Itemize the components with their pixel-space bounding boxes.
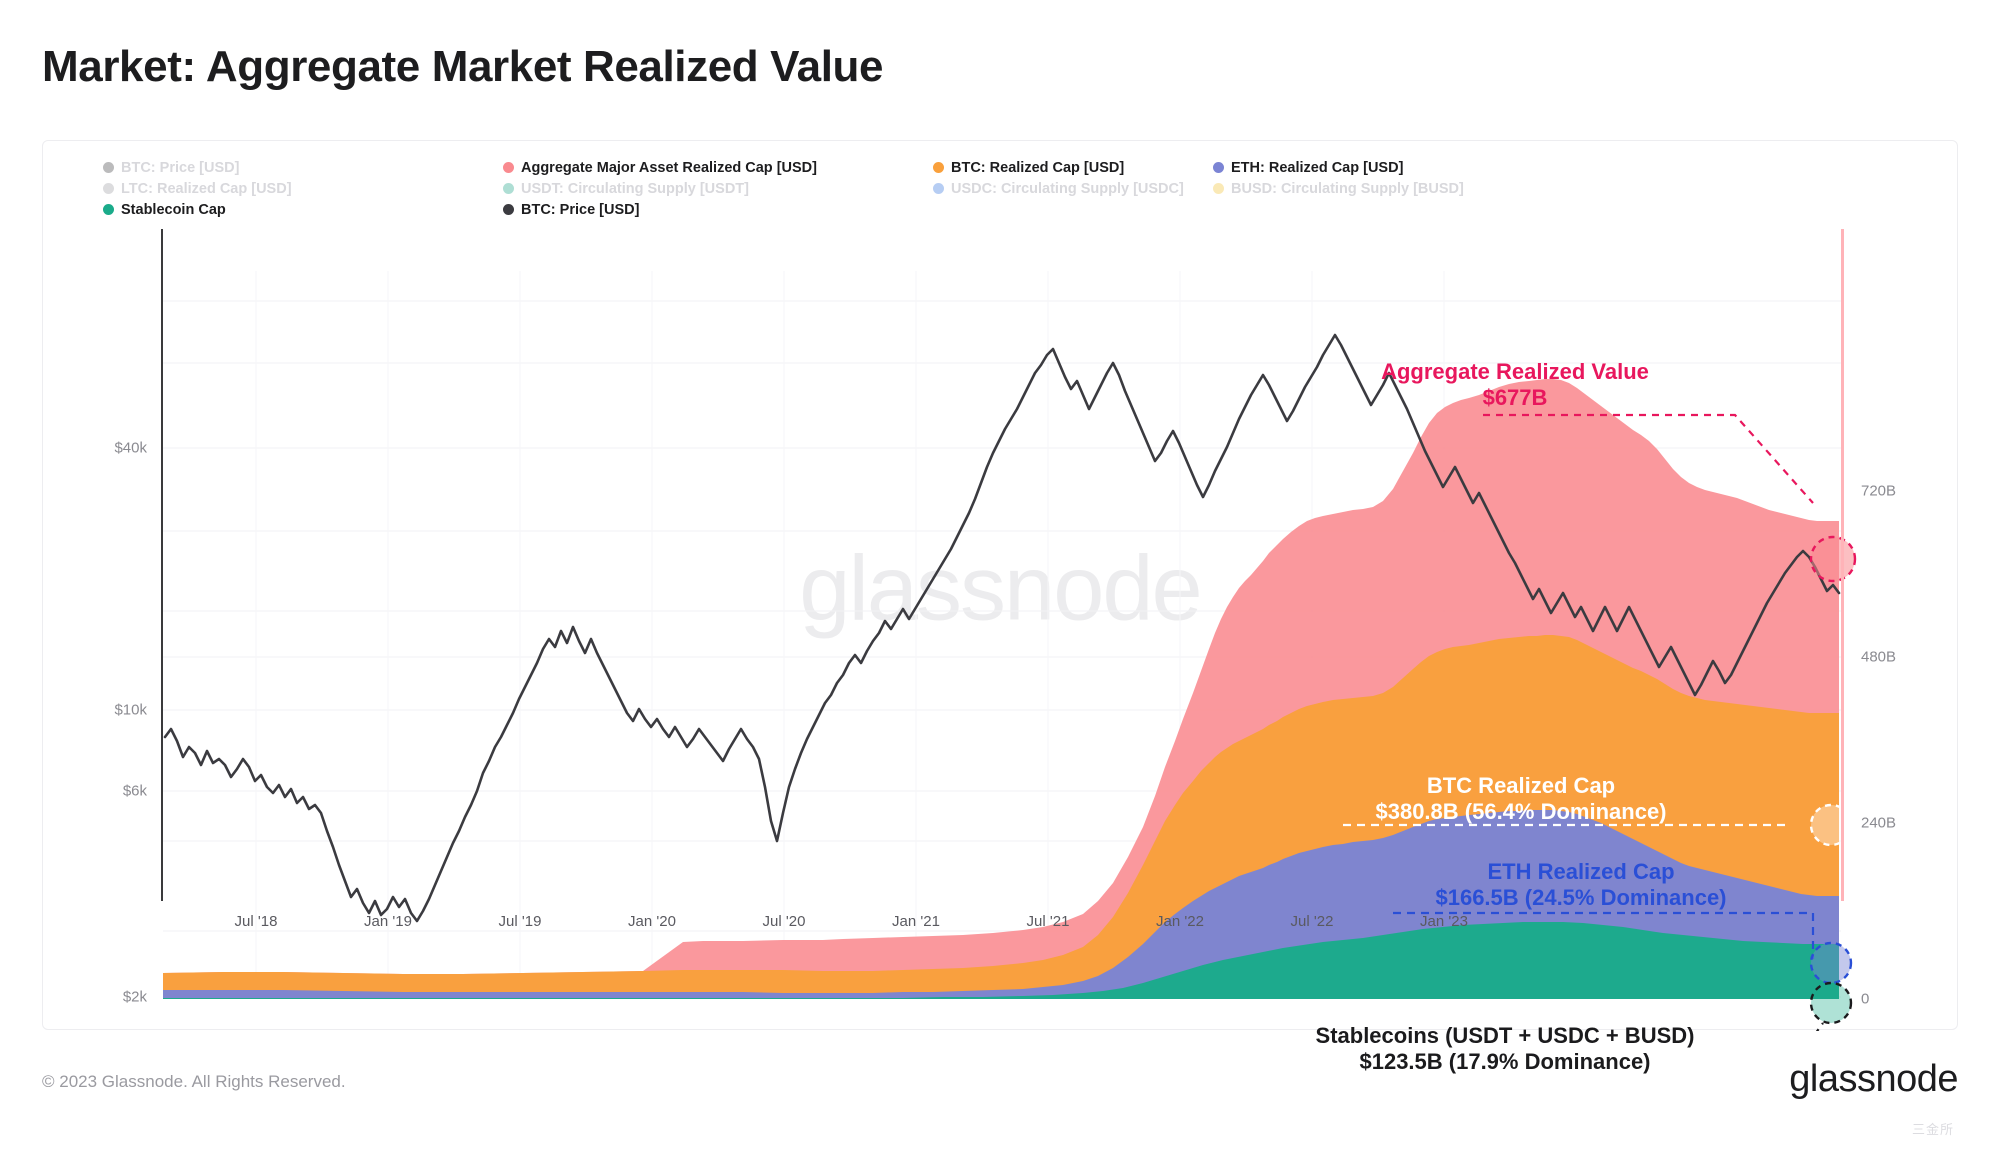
- x-axis-tick: Jul '19: [498, 913, 542, 930]
- legend-label: USDT: Circulating Supply [USDT]: [521, 180, 749, 197]
- y-axis-right-tick: 480B: [1861, 648, 1897, 666]
- legend-label: ETH: Realized Cap [USD]: [1231, 159, 1404, 176]
- legend-item-usdt-circulating-supply[interactable]: USDT: Circulating Supply [USDT]: [503, 181, 933, 197]
- chart-plot-area: [163, 271, 1857, 1031]
- y-axis-left-labels: $40k $10k $6k $2k: [43, 141, 147, 1031]
- legend-item-btc-realized-cap[interactable]: BTC: Realized Cap [USD]: [933, 160, 1213, 176]
- annotation-line-aggregate: [1483, 413, 1814, 504]
- legend-item-stablecoin-cap[interactable]: Stablecoin Cap: [103, 202, 503, 218]
- legend-item-btc-price[interactable]: BTC: Price [USD]: [503, 202, 639, 218]
- chart-card: BTC: Price [USD] Aggregate Major Asset R…: [42, 140, 1959, 1074]
- page-title: Market: Aggregate Market Realized Value: [42, 42, 884, 91]
- y-axis-left-tick: $2k: [122, 988, 147, 1006]
- x-axis-tick: Jan '20: [628, 913, 676, 930]
- series-btc-price-line: [163, 333, 1841, 923]
- x-axis-tick: Jul '22: [1290, 913, 1334, 930]
- vertical-gridlines: [255, 271, 1445, 999]
- legend-item-aggregate-realized-cap[interactable]: Aggregate Major Asset Realized Cap [USD]: [503, 160, 933, 176]
- legend-row: LTC: Realized Cap [USD] USDT: Circulatin…: [103, 178, 1903, 199]
- annotation-value: $166.5B (24.5% Dominance): [1435, 884, 1727, 910]
- y-axis-right-tick: 0: [1861, 990, 1870, 1008]
- legend-swatch-icon: [103, 204, 114, 215]
- legend-label: BUSD: Circulating Supply [BUSD]: [1231, 180, 1464, 197]
- legend-item-usdc-circulating-supply[interactable]: USDC: Circulating Supply [USDC]: [933, 181, 1213, 197]
- annotation-title: ETH Realized Cap: [1487, 859, 1675, 884]
- annotation-line-eth: [1393, 911, 1815, 959]
- legend-item-busd-circulating-supply[interactable]: BUSD: Circulating Supply [BUSD]: [1213, 181, 1464, 197]
- legend-label: Aggregate Major Asset Realized Cap [USD]: [521, 159, 817, 176]
- legend-swatch-icon: [503, 204, 514, 215]
- annotation-eth-realized-cap: ETH Realized Cap $166.5B (24.5% Dominanc…: [1401, 859, 1761, 911]
- x-axis-labels: Jul '18 Jan '19 Jul '19 Jan '20 Jul '20 …: [43, 913, 1959, 943]
- legend-label: LTC: Realized Cap [USD]: [121, 180, 292, 197]
- legend-swatch-icon: [1213, 162, 1224, 173]
- legend-item-eth-realized-cap[interactable]: ETH: Realized Cap [USD]: [1213, 160, 1403, 176]
- legend-row: Stablecoin Cap BTC: Price [USD]: [103, 199, 1903, 220]
- y-axis-right-labels: 720B 480B 240B 0: [1861, 141, 1981, 1031]
- legend-row: BTC: Price [USD] Aggregate Major Asset R…: [103, 157, 1903, 178]
- x-axis-tick: Jul '20: [762, 913, 806, 930]
- legend-swatch-icon: [503, 162, 514, 173]
- legend-swatch-icon: [1213, 183, 1224, 194]
- chart-legend: BTC: Price [USD] Aggregate Major Asset R…: [103, 157, 1903, 220]
- series-stablecoin-cap-area: [163, 922, 1839, 999]
- glassnode-logo: glassnode: [1789, 1058, 1958, 1100]
- legend-swatch-icon: [103, 183, 114, 194]
- legend-item-ltc-realized-cap[interactable]: LTC: Realized Cap [USD]: [103, 181, 503, 197]
- y-axis-right-tick: 720B: [1861, 482, 1897, 500]
- x-axis-tick: Jul '18: [234, 913, 278, 930]
- legend-label: USDC: Circulating Supply [USDC]: [951, 180, 1184, 197]
- x-axis-tick: Jul '21: [1026, 913, 1070, 930]
- annotation-value: $123.5B (17.9% Dominance): [1359, 1048, 1651, 1074]
- annotation-value: $380.8B (56.4% Dominance): [1375, 798, 1667, 824]
- annotation-title: Aggregate Realized Value: [1381, 359, 1649, 384]
- annotation-value: $677B: [1482, 384, 1548, 410]
- y-axis-left-tick: $10k: [114, 701, 147, 719]
- marker-stablecoins: [1809, 981, 1853, 1025]
- y-axis-right-line: [1841, 229, 1844, 901]
- marker-aggregate: [1809, 535, 1857, 583]
- legend-label: BTC: Price [USD]: [521, 201, 640, 218]
- legend-label: BTC: Realized Cap [USD]: [951, 159, 1125, 176]
- legend-item-btc-price-top[interactable]: BTC: Price [USD]: [103, 160, 503, 176]
- annotation-btc-realized-cap: BTC Realized Cap $380.8B (56.4% Dominanc…: [1301, 773, 1741, 825]
- annotation-title: BTC Realized Cap: [1426, 773, 1616, 798]
- legend-label: Stablecoin Cap: [121, 201, 226, 218]
- marker-eth: [1809, 941, 1853, 985]
- copyright-text: © 2023 Glassnode. All Rights Reserved.: [42, 1072, 346, 1091]
- legend-swatch-icon: [103, 162, 114, 173]
- y-axis-left-tick: $6k: [122, 782, 147, 800]
- legend-label: BTC: Price [USD]: [121, 159, 240, 176]
- annotation-stablecoins: Stablecoins (USDT + USDC + BUSD) $123.5B…: [1265, 1023, 1745, 1075]
- y-axis-left-tick: $40k: [114, 439, 147, 457]
- x-axis-tick: Jan '22: [1156, 913, 1204, 930]
- y-axis-right-tick: 240B: [1861, 814, 1897, 832]
- y-axis-left-line: [161, 229, 163, 901]
- x-axis-tick: Jan '19: [364, 913, 412, 930]
- legend-swatch-icon: [503, 183, 514, 194]
- annotation-title: Stablecoins (USDT + USDC + BUSD): [1315, 1023, 1695, 1048]
- annotation-aggregate-realized-value: Aggregate Realized Value $677B: [1365, 359, 1665, 411]
- marker-btc: [1809, 803, 1853, 847]
- legend-swatch-icon: [933, 183, 944, 194]
- x-axis-tick: Jan '23: [1420, 913, 1468, 930]
- corner-watermark: 三金所: [1911, 1122, 1954, 1137]
- x-axis-tick: Jan '21: [892, 913, 940, 930]
- legend-swatch-icon: [933, 162, 944, 173]
